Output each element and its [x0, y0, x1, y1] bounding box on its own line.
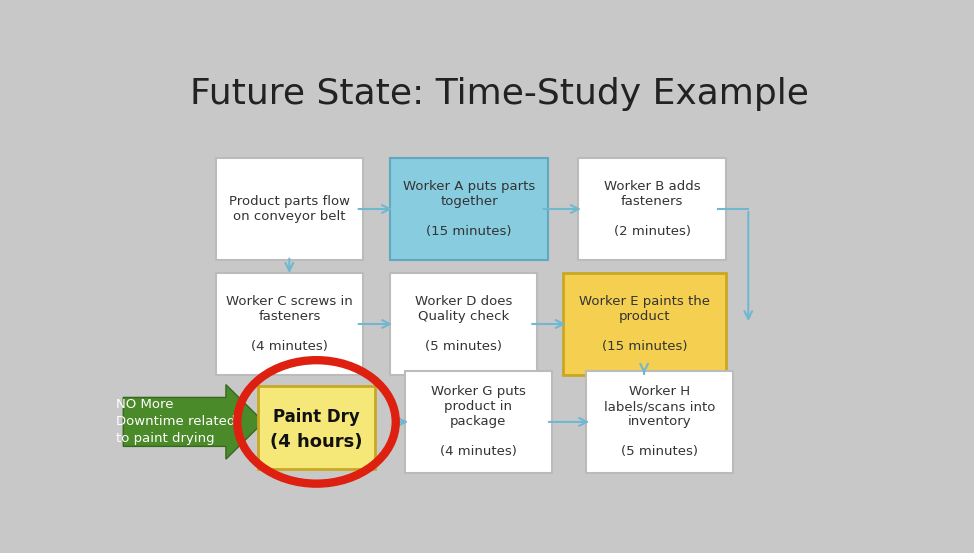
FancyBboxPatch shape: [563, 273, 726, 375]
FancyBboxPatch shape: [216, 273, 363, 375]
Text: Worker H
labels/scans into
inventory

(5 minutes): Worker H labels/scans into inventory (5 …: [604, 385, 715, 458]
Text: Worker A puts parts
together

(15 minutes): Worker A puts parts together (15 minutes…: [403, 180, 535, 238]
Text: Worker G puts
product in
package

(4 minutes): Worker G puts product in package (4 minu…: [431, 385, 526, 458]
FancyBboxPatch shape: [257, 386, 375, 469]
Text: NO More
Downtime related
to paint drying: NO More Downtime related to paint drying: [117, 398, 236, 445]
Text: (4 hours): (4 hours): [270, 433, 362, 451]
FancyBboxPatch shape: [390, 273, 537, 375]
Polygon shape: [124, 385, 264, 459]
Text: Future State: Time-Study Example: Future State: Time-Study Example: [190, 77, 808, 111]
FancyBboxPatch shape: [586, 371, 733, 473]
Text: Worker D does
Quality check

(5 minutes): Worker D does Quality check (5 minutes): [415, 295, 512, 353]
FancyBboxPatch shape: [579, 158, 726, 260]
FancyBboxPatch shape: [405, 371, 552, 473]
Text: Worker B adds
fasteners

(2 minutes): Worker B adds fasteners (2 minutes): [604, 180, 700, 238]
FancyBboxPatch shape: [390, 158, 548, 260]
Text: Paint Dry: Paint Dry: [273, 408, 359, 426]
Text: Worker E paints the
product

(15 minutes): Worker E paints the product (15 minutes): [579, 295, 710, 353]
Text: Worker C screws in
fasteners

(4 minutes): Worker C screws in fasteners (4 minutes): [226, 295, 354, 353]
FancyBboxPatch shape: [216, 158, 363, 260]
Text: Product parts flow
on conveyor belt: Product parts flow on conveyor belt: [229, 195, 351, 223]
